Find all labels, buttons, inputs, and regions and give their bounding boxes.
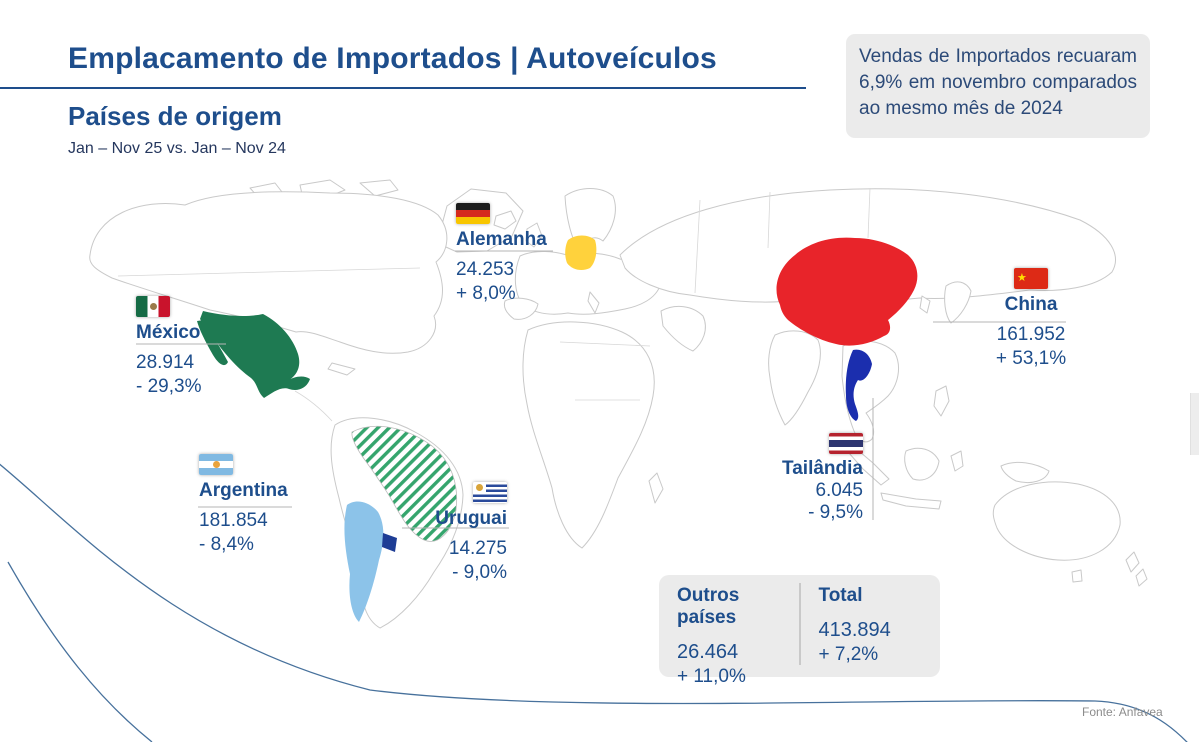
country-label-argentina: Argentina 181.854 - 8,4% bbox=[199, 454, 288, 557]
map-country-thailand bbox=[845, 349, 872, 421]
country-name: China bbox=[1004, 294, 1058, 315]
summary-divider bbox=[798, 583, 801, 665]
uruguay-flag-icon bbox=[473, 482, 507, 503]
country-change: - 8,4% bbox=[199, 534, 254, 555]
argentina-flag-icon bbox=[199, 454, 233, 475]
decorative-curves bbox=[0, 463, 1188, 742]
mexico-flag-icon bbox=[136, 296, 170, 317]
country-value: 161.952 bbox=[996, 324, 1066, 345]
map-land bbox=[89, 179, 1148, 629]
country-name: Argentina bbox=[199, 480, 288, 501]
leader-lines bbox=[136, 250, 1066, 529]
section-subtitle: Países de origem bbox=[68, 101, 282, 131]
thailand-flag-icon bbox=[829, 433, 863, 454]
others-label: Outros países bbox=[677, 585, 740, 628]
country-value: 6.045 bbox=[815, 480, 863, 501]
callout-box: Vendas de Importados recuaram 6,9% em no… bbox=[846, 34, 1150, 138]
map-country-mexico bbox=[200, 311, 310, 398]
total-value: 413.894 bbox=[818, 619, 891, 641]
map-country-mexico-baja bbox=[197, 320, 228, 366]
total-label: Total bbox=[818, 585, 863, 606]
country-name: Uruguai bbox=[435, 508, 507, 529]
total-change: + 7,2% bbox=[818, 644, 879, 665]
country-value: 24.253 bbox=[456, 259, 515, 280]
others-column: Outros países 26.464 + 11,0% bbox=[659, 575, 799, 687]
total-column: Total 413.894 + 7,2% bbox=[801, 575, 941, 677]
country-change: - 29,3% bbox=[136, 376, 202, 397]
callout-text: Vendas de Importados recuaram 6,9% em no… bbox=[859, 46, 1137, 119]
map-country-china bbox=[776, 237, 918, 346]
period-label: Jan – Nov 25 vs. Jan – Nov 24 bbox=[68, 140, 286, 157]
map-country-uruguay bbox=[382, 533, 397, 552]
country-name: Tailândia bbox=[782, 458, 863, 479]
title-rule bbox=[0, 87, 806, 89]
others-value: 26.464 bbox=[677, 641, 739, 663]
country-change: + 8,0% bbox=[456, 283, 516, 304]
right-edge-strip bbox=[1190, 393, 1199, 455]
country-value: 181.854 bbox=[199, 510, 268, 531]
country-change: - 9,0% bbox=[452, 562, 507, 583]
country-name: Alemanha bbox=[456, 229, 547, 250]
page-title: Emplacamento de Importados | Autoveículo… bbox=[68, 42, 717, 75]
country-label-mexico: México 28.914 - 29,3% bbox=[136, 296, 201, 399]
china-flag-icon bbox=[1014, 268, 1048, 289]
map-country-germany bbox=[565, 235, 597, 271]
germany-flag-icon bbox=[456, 203, 490, 224]
map-country-argentina bbox=[344, 501, 384, 622]
country-change: - 9,5% bbox=[808, 502, 863, 523]
country-label-thailand: Tailândia 6.045 - 9,5% bbox=[782, 433, 863, 524]
others-change: + 11,0% bbox=[677, 666, 746, 687]
country-change: + 53,1% bbox=[995, 348, 1067, 369]
country-name: México bbox=[136, 322, 201, 343]
country-label-germany: Alemanha 24.253 + 8,0% bbox=[456, 203, 547, 306]
map-country-brazil-hatched bbox=[351, 425, 458, 542]
source-label: Fonte: Anfavea bbox=[1082, 705, 1163, 719]
country-label-china: China 161.952 + 53,1% bbox=[993, 268, 1069, 371]
summary-box: Outros países 26.464 + 11,0% Total 413.8… bbox=[659, 575, 941, 687]
country-value: 28.914 bbox=[136, 352, 195, 373]
country-label-uruguay: Uruguai 14.275 - 9,0% bbox=[435, 482, 507, 585]
country-value: 14.275 bbox=[448, 538, 507, 559]
